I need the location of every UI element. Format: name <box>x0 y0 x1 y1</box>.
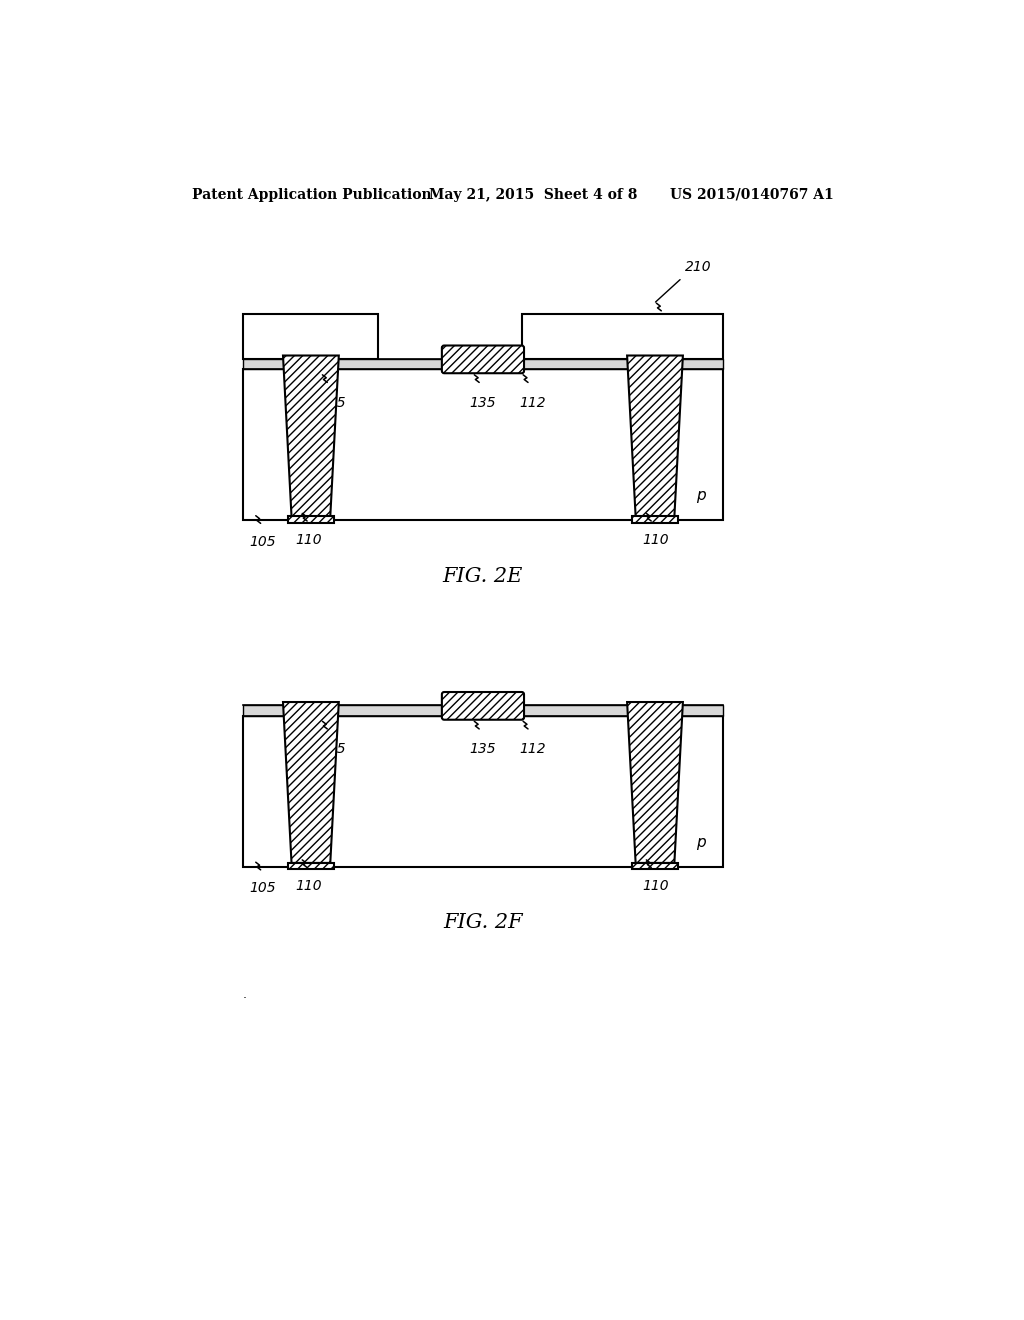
FancyBboxPatch shape <box>442 346 524 374</box>
Bar <box>632 863 678 869</box>
Text: p: p <box>696 488 707 503</box>
Text: p: p <box>696 834 707 850</box>
Text: 205: 205 <box>321 396 347 409</box>
Polygon shape <box>283 355 339 516</box>
Bar <box>632 516 678 523</box>
Text: 110: 110 <box>643 879 670 894</box>
Bar <box>243 715 723 867</box>
Bar <box>521 314 723 359</box>
Text: May 21, 2015  Sheet 4 of 8: May 21, 2015 Sheet 4 of 8 <box>429 187 637 202</box>
Text: 210: 210 <box>684 260 711 275</box>
Bar <box>243 314 378 359</box>
Bar <box>243 705 723 715</box>
Polygon shape <box>283 702 339 863</box>
Text: FIG. 2F: FIG. 2F <box>443 913 523 932</box>
Text: US 2015/0140767 A1: US 2015/0140767 A1 <box>671 187 835 202</box>
Text: 105: 105 <box>249 535 275 549</box>
Bar <box>243 359 723 370</box>
Polygon shape <box>627 355 683 516</box>
Text: Patent Application Publication: Patent Application Publication <box>191 187 431 202</box>
Text: 112: 112 <box>519 396 546 409</box>
Text: FIG. 2E: FIG. 2E <box>442 566 523 586</box>
Bar <box>288 863 334 869</box>
Text: 135: 135 <box>469 742 496 756</box>
FancyBboxPatch shape <box>442 692 524 719</box>
Text: 135: 135 <box>469 396 496 409</box>
Text: 205: 205 <box>321 742 347 756</box>
Text: 112: 112 <box>519 742 546 756</box>
Text: 110: 110 <box>295 879 322 894</box>
Text: 110: 110 <box>295 533 322 546</box>
Bar <box>288 516 334 523</box>
Text: 105: 105 <box>249 882 275 895</box>
Polygon shape <box>627 702 683 863</box>
Text: 110: 110 <box>643 533 670 546</box>
Text: .: . <box>243 987 247 1001</box>
Bar <box>243 370 723 520</box>
